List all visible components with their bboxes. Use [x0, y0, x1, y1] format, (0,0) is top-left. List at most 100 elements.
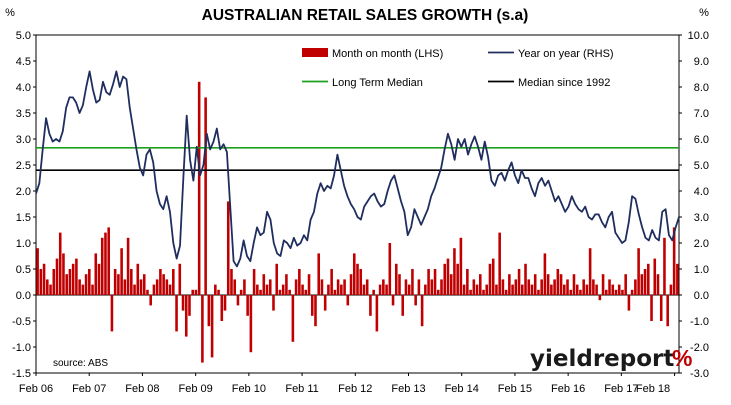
mom-bar	[456, 263, 459, 295]
mom-bar	[97, 263, 101, 295]
left-tick-label: 4.0	[16, 82, 31, 94]
right-tick-label: -3.0	[690, 368, 709, 380]
x-tick-label: Feb 17	[604, 383, 638, 395]
mom-bar	[472, 279, 476, 295]
left-axis-unit: %	[5, 7, 15, 19]
source-note: source: ABS	[53, 358, 108, 369]
mom-bar	[640, 274, 644, 295]
mom-bar	[36, 248, 39, 295]
mom-bar	[566, 279, 569, 295]
mom-bar	[356, 263, 359, 295]
mom-bar	[394, 263, 398, 295]
mom-bar	[181, 295, 185, 311]
left-tick-label: 4.5	[16, 56, 31, 68]
mom-bar	[430, 279, 434, 295]
mom-bar	[653, 258, 657, 295]
right-tick-label: 9.0	[694, 56, 709, 68]
mom-bar	[65, 274, 68, 295]
left-tick-label: -0.5	[12, 316, 31, 328]
left-tick-label: -1.5	[12, 368, 31, 380]
mom-bar	[553, 279, 556, 295]
right-tick-label: 8.0	[694, 82, 709, 94]
chart-title: AUSTRALIAN RETAIL SALES GROWTH (s.a)	[202, 7, 529, 24]
left-tick-label: 3.0	[16, 134, 31, 146]
mom-bar	[100, 237, 104, 295]
reference-lines-group	[36, 147, 679, 171]
left-tick-label: 1.0	[16, 238, 31, 250]
mom-bar	[46, 279, 49, 295]
right-axis-unit: %	[699, 7, 709, 19]
mom-bar	[504, 289, 508, 295]
mom-bar	[120, 248, 123, 295]
mom-bar	[197, 81, 201, 295]
mom-bar	[482, 289, 485, 295]
mom-bar	[391, 295, 395, 306]
mom-bar	[291, 295, 295, 342]
mom-bar	[543, 253, 547, 295]
mom-bar	[142, 274, 146, 295]
mom-bar	[466, 269, 469, 295]
x-tick-label: Feb 15	[498, 383, 532, 395]
x-tick-label: Feb 12	[338, 383, 372, 395]
left-tick-label: 2.5	[16, 160, 31, 172]
mom-bar	[110, 295, 114, 332]
mom-bar	[372, 289, 375, 295]
mom-bar	[462, 284, 466, 295]
mom-bar	[621, 289, 624, 295]
mom-bar	[611, 284, 615, 295]
mom-bar	[310, 295, 314, 316]
mom-bar	[214, 284, 217, 295]
mom-bar	[359, 269, 363, 295]
mom-bar	[272, 295, 275, 311]
mom-bar	[113, 269, 117, 295]
mom-bar	[449, 274, 453, 295]
mom-bar	[249, 295, 253, 353]
yoy-line	[35, 70, 680, 268]
mom-bar	[672, 227, 676, 295]
mom-bar	[84, 274, 88, 295]
mom-bar	[104, 232, 107, 295]
left-tick-label: 1.5	[16, 212, 31, 224]
legend-label: Month on month (LHS)	[332, 48, 443, 60]
mom-bar	[533, 274, 537, 295]
mom-bar	[582, 279, 585, 295]
mom-bar	[81, 284, 85, 295]
brand-percent-mark: %	[672, 345, 692, 371]
left-tick-label: 3.5	[16, 108, 31, 120]
mom-bar	[204, 97, 207, 296]
left-tick-label: 0.5	[16, 264, 31, 276]
mom-bar	[488, 263, 492, 295]
right-tick-label: 0.0	[694, 290, 709, 302]
mom-bar	[453, 248, 456, 295]
mom-bar	[243, 279, 246, 295]
mom-bar	[262, 274, 266, 295]
mom-bar	[58, 232, 62, 295]
x-tick-label: Feb 14	[445, 383, 479, 395]
mom-bar	[385, 284, 388, 295]
mom-bar	[647, 263, 650, 295]
right-tick-label: 7.0	[694, 108, 709, 120]
right-tick-label: -1.0	[690, 316, 709, 328]
legend-label: Long Term Median	[332, 77, 423, 89]
right-tick-label: 4.0	[694, 186, 709, 198]
right-tick-label: -2.0	[690, 342, 709, 354]
mom-bar	[133, 284, 136, 295]
mom-bar	[427, 269, 430, 295]
mom-bars-group	[36, 81, 679, 363]
mom-bar	[217, 289, 220, 295]
axes-group: -1.5 -1.0 -0.5 0.0 0.5 1.0 1.5 2.0 2.5 3.0 3.5 4.0 4…	[12, 30, 709, 395]
mom-bar	[676, 263, 679, 295]
mom-bar	[301, 284, 304, 295]
mom-bar	[136, 263, 140, 295]
mom-bar	[608, 279, 611, 295]
mom-bar	[159, 269, 162, 295]
mom-bar	[556, 269, 560, 295]
mom-bar	[175, 295, 178, 332]
mom-bar	[184, 295, 188, 337]
mom-bar	[42, 263, 46, 295]
mom-bar	[346, 295, 350, 306]
mom-bar	[352, 253, 356, 295]
mom-bar	[49, 284, 52, 295]
mom-bar	[91, 284, 94, 295]
